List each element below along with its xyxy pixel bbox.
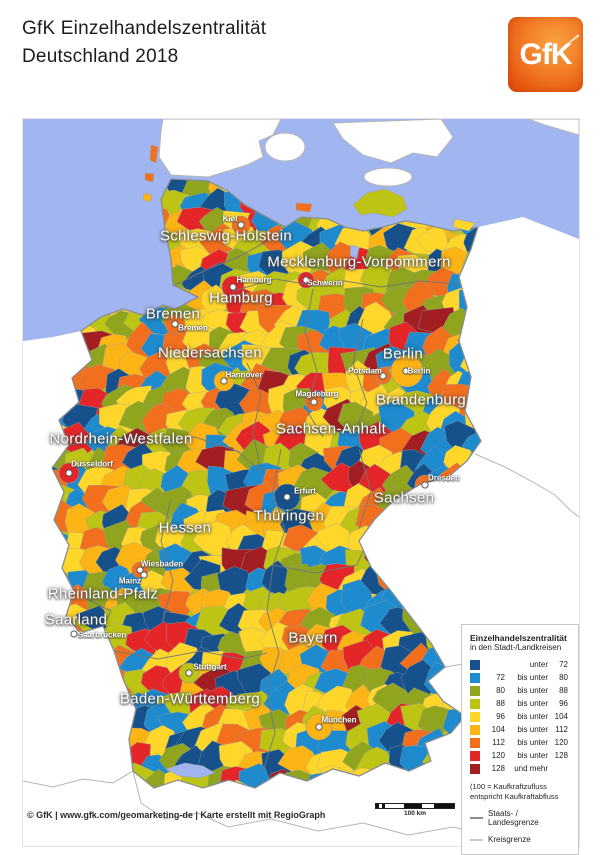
neighbor-country (332, 119, 454, 164)
state-border-line (82, 596, 112, 627)
legend-class-mid: bis unter (517, 751, 548, 760)
country-border-line (23, 770, 134, 788)
sea (23, 119, 579, 341)
legend-class-row: 104 bis unter 112 (470, 723, 570, 736)
border-line-symbol (470, 817, 483, 819)
legend-class-row: 80 bis unter 88 (470, 684, 570, 697)
scale-bar-label: 100 km (403, 810, 427, 817)
legend-class-max: 96 (559, 699, 568, 708)
neighbor-island (363, 167, 413, 187)
legend-class-row: 96 bis unter 104 (470, 710, 570, 723)
legend-class-min: 72 (496, 673, 505, 682)
legend-class-max: 128 (554, 751, 568, 760)
legend-subtitle: in den Stadt-/Landkreisen (470, 643, 562, 652)
state-border-line (262, 564, 280, 772)
germany-outline (51, 178, 482, 789)
legend-class-min: 128 (491, 764, 505, 773)
legend-class-mid: unter (529, 660, 548, 669)
border-line-symbol (470, 838, 483, 841)
legend-class-mid: bis unter (517, 738, 548, 747)
border-line-label: Kreisgrenze (488, 835, 531, 844)
legend-class-row: 112 bis unter 120 (470, 736, 570, 749)
legend-note: (100 = Kaufkraftzufluss entspricht Kaufk… (470, 782, 570, 801)
legend-class-mid: bis unter (517, 712, 548, 721)
legend-class-mid: und mehr (514, 764, 548, 773)
neighbor-country (158, 119, 282, 178)
legend-class-max: 104 (554, 712, 568, 721)
legend-swatch (470, 750, 480, 761)
legend-class-min: 120 (491, 751, 505, 760)
legend-class-min: 96 (496, 712, 505, 721)
map-credit: © GfK | www.gfk.com/geomarketing-de | Ka… (27, 810, 326, 820)
legend-swatch (470, 737, 480, 748)
legend-line-symbols: Staats- / Landesgrenze Kreisgrenze (470, 809, 570, 844)
legend-class-max: 80 (559, 673, 568, 682)
scale-bar-segments (375, 803, 455, 809)
legend-class-min: 88 (496, 699, 505, 708)
legend-class-max: 112 (555, 725, 568, 734)
state-border-line (113, 650, 268, 660)
legend-note-line-2: entspricht Kaufkraftabfluss (470, 791, 559, 801)
legend-class-min: 104 (491, 725, 505, 734)
legend-class-max: 72 (559, 660, 568, 669)
gfk-logo: GfK (508, 17, 583, 92)
legend-class-row: 120 bis unter 128 (470, 749, 570, 762)
legend-class-max: 120 (554, 738, 568, 747)
legend-class-mid: bis unter (517, 686, 548, 695)
state-border-line (272, 448, 286, 566)
coastal-island (352, 188, 408, 218)
coastal-island (142, 192, 153, 203)
legend-class-row: 128 und mehr (470, 762, 570, 775)
legend-swatch (470, 763, 480, 774)
legend-class-max: 88 (559, 686, 568, 695)
gfk-logo-text: GfK (519, 37, 573, 71)
legend-class-row: 72 bis unter 80 (470, 671, 570, 684)
state-border-line (160, 498, 174, 622)
legend-swatch (470, 711, 480, 722)
legend-swatch (470, 698, 480, 709)
country-border-line (474, 453, 579, 518)
legend-swatch (470, 672, 480, 683)
lake (349, 244, 360, 260)
state-border-line (246, 362, 262, 472)
state-border-line (352, 318, 368, 436)
legend-class-mid: bis unter (517, 699, 548, 708)
legend-class-min: 80 (496, 686, 505, 695)
coastal-island (149, 144, 159, 164)
legend-line-row: Kreisgrenze (470, 835, 570, 844)
page-title: GfK Einzelhandelszentralität Deutschland… (22, 15, 266, 71)
state-border-line (174, 238, 272, 286)
coastal-island (452, 218, 476, 232)
legend-note-line-1: (100 = Kaufkraftzufluss (470, 782, 547, 791)
germany-map-svg (23, 119, 579, 838)
legend-swatch (470, 724, 480, 735)
legend-class-min: 112 (492, 738, 505, 747)
title-line-1: GfK Einzelhandelszentralität (22, 18, 267, 39)
state-border-line (358, 448, 372, 530)
scale-bar: 100 km (375, 803, 455, 817)
title-line-2: Deutschland 2018 (22, 46, 179, 67)
coastal-island (295, 202, 313, 213)
state-border-line (68, 436, 262, 472)
germany-map: Schleswig-Holstein Mecklenburg-Vorpommern… (22, 118, 580, 855)
country-border-line (132, 770, 494, 838)
legend-classes: unter 72 72 bis unter 80 80 bis unter 88 88 bis u… (470, 658, 570, 775)
lake (165, 762, 216, 779)
legend-class-row: unter 72 (470, 658, 570, 671)
neighbor-country (527, 119, 579, 136)
border-line-label: Staats- / Landesgrenze (488, 809, 539, 827)
legend-class-row: 88 bis unter 96 (470, 697, 570, 710)
coastal-island (144, 172, 155, 183)
state-border-line (304, 288, 324, 438)
legend-class-mid: bis unter (517, 673, 548, 682)
legend-swatch (470, 685, 480, 696)
legend-class-mid: bis unter (517, 725, 548, 734)
legend-box: Einzelhandelszentralität in den Stadt-/L… (461, 624, 579, 855)
legend-title: Einzelhandelszentralität (470, 633, 567, 643)
state-border-line (232, 278, 468, 292)
neighbor-island (264, 132, 306, 162)
legend-swatch (470, 659, 480, 670)
legend-line-row: Staats- / Landesgrenze (470, 809, 570, 827)
